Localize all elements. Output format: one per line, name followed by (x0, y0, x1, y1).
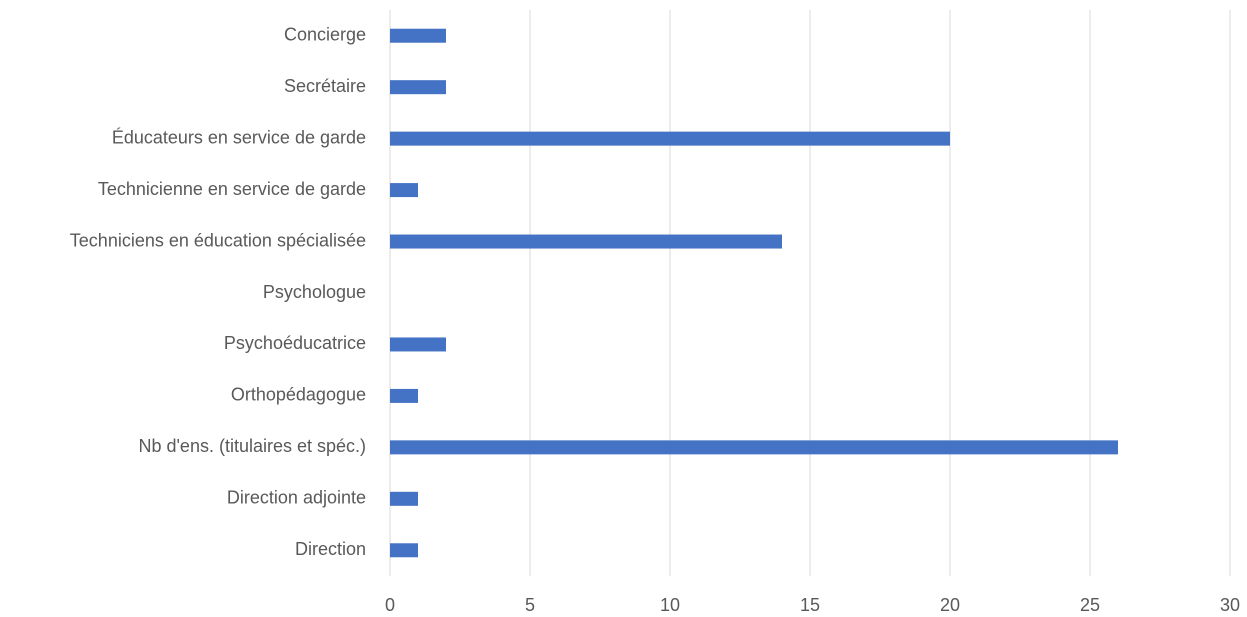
x-tick-label: 5 (525, 595, 535, 615)
x-tick-label: 20 (940, 595, 960, 615)
bar (390, 131, 950, 146)
y-tick-label: Éducateurs en service de garde (112, 127, 366, 147)
y-tick-label: Secrétaire (284, 76, 366, 96)
bar (390, 440, 1118, 455)
y-tick-label: Direction adjointe (227, 488, 366, 508)
bar (390, 337, 446, 352)
bar (390, 388, 418, 403)
bar (390, 234, 782, 249)
y-tick-label: Techniciens en éducation spécialisée (70, 230, 366, 250)
y-tick-label: Concierge (284, 24, 366, 44)
y-tick-label: Psychologue (263, 282, 366, 302)
bar (390, 183, 418, 198)
x-tick-label: 10 (660, 595, 680, 615)
x-tick-label: 30 (1220, 595, 1240, 615)
bar (390, 491, 418, 506)
y-tick-label: Technicienne en service de garde (98, 179, 366, 199)
y-tick-label: Orthopédagogue (231, 385, 366, 405)
y-tick-label: Nb d'ens. (titulaires et spéc.) (138, 436, 366, 456)
y-tick-label: Psychoéducatrice (224, 333, 366, 353)
bar (390, 28, 446, 43)
y-tick-label: Direction (295, 539, 366, 559)
bar (390, 543, 418, 558)
x-tick-label: 25 (1080, 595, 1100, 615)
x-tick-label: 0 (385, 595, 395, 615)
bar (390, 80, 446, 95)
x-tick-label: 15 (800, 595, 820, 615)
